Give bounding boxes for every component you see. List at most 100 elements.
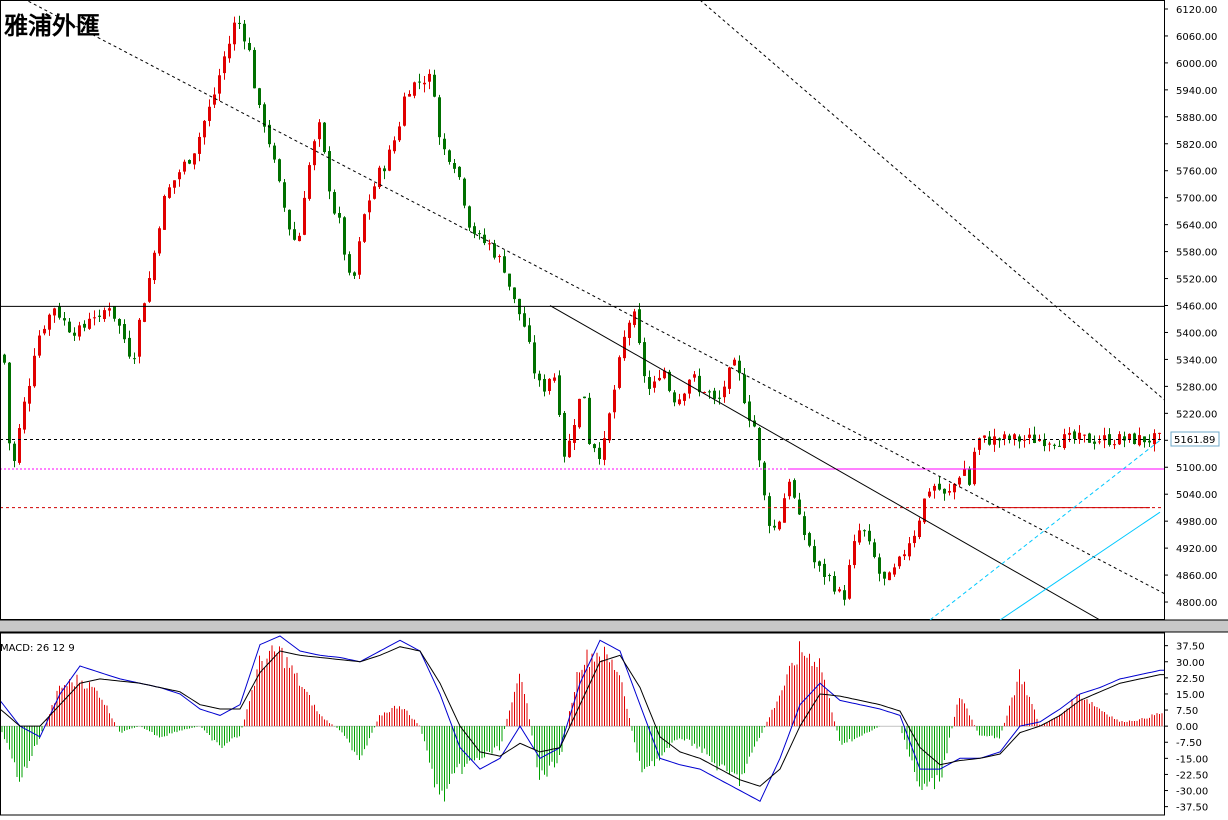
candle-body (33, 355, 36, 387)
candle-body (858, 530, 861, 543)
candle-body (963, 468, 966, 476)
macd-tick-label: 7.50 (1176, 706, 1198, 717)
candle-body (123, 324, 126, 340)
candle-body (793, 480, 796, 498)
candle-body (38, 335, 41, 356)
price-tick-label: 4920.00 (1176, 544, 1217, 555)
price-tick-label: 5520.00 (1176, 275, 1217, 286)
candle-body (508, 273, 511, 287)
price-tick-label: 4980.00 (1176, 517, 1217, 528)
candle-body (828, 575, 831, 577)
candle-body (8, 362, 11, 444)
candle-body (898, 556, 901, 567)
current-price-label: 5161.89 (1174, 435, 1215, 446)
candle-body (1113, 444, 1116, 446)
candle-body (548, 378, 551, 391)
price-tick-label: 4800.00 (1176, 598, 1217, 609)
candle-body (468, 206, 471, 228)
candle-body (233, 22, 236, 45)
candle-body (768, 496, 771, 526)
candle-body (458, 166, 461, 178)
candle-body (843, 590, 846, 600)
candle-body (738, 360, 741, 374)
candle-body (968, 468, 971, 485)
panel-separator (0, 620, 1228, 632)
candle-body (1123, 436, 1126, 441)
candle-body (353, 272, 356, 276)
price-tick-label: 6120.00 (1176, 5, 1217, 16)
candle-body (608, 413, 611, 441)
candle-body (628, 322, 631, 338)
candle-body (983, 435, 986, 438)
candle-body (598, 447, 601, 459)
candle-body (683, 393, 686, 401)
candle-body (958, 477, 961, 485)
candle-body (48, 314, 51, 330)
candle-body (13, 443, 16, 461)
candle-body (1143, 436, 1146, 443)
candle-body (28, 385, 31, 404)
candle-body (848, 565, 851, 599)
candle-body (183, 161, 186, 172)
candle-body (323, 122, 326, 153)
macd-signal-line (1, 646, 1164, 787)
candle-body (853, 541, 856, 566)
candle-body (1043, 439, 1046, 447)
candle-body (708, 391, 711, 393)
candle-body (888, 572, 891, 581)
candle-body (703, 392, 706, 394)
candle-body (528, 325, 531, 342)
price-tick-label: 5340.00 (1176, 355, 1217, 366)
candle-body (478, 233, 481, 235)
candle-body (403, 96, 406, 126)
candle-body (1153, 433, 1156, 445)
candle-body (398, 126, 401, 141)
candle-body (678, 399, 681, 405)
candle-body (1018, 436, 1021, 442)
candle-body (113, 306, 116, 319)
candle-body (3, 354, 6, 363)
candle-body (763, 462, 766, 496)
candle-body (438, 97, 441, 138)
candle-body (693, 374, 696, 378)
candle-body (953, 483, 956, 493)
candle-body (358, 241, 361, 275)
candle-body (1068, 432, 1071, 435)
candle-body (823, 563, 826, 577)
candle-body (1158, 432, 1161, 434)
candle-body (243, 23, 246, 42)
candle-body (1048, 443, 1051, 445)
candle-body (923, 498, 926, 523)
candle-body (773, 525, 776, 528)
candle-body (1078, 432, 1081, 440)
candle-body (668, 371, 671, 391)
candle-body (578, 398, 581, 428)
candle-body (913, 535, 916, 544)
candle-body (523, 313, 526, 327)
candle-body (808, 533, 811, 546)
trend-line-2 (549, 305, 1101, 620)
candle-body (363, 214, 366, 242)
candle-body (248, 42, 251, 51)
macd-tick-label: 15.00 (1176, 690, 1205, 701)
candle-body (293, 229, 296, 240)
candle-body (328, 151, 331, 192)
candle-body (503, 256, 506, 273)
macd-title: MACD: 26 12 9 (0, 643, 75, 654)
candle-body (213, 94, 216, 105)
price-tick-label: 5400.00 (1176, 328, 1217, 339)
candle-body (378, 167, 381, 188)
candle-body (648, 377, 651, 389)
candle-body (198, 136, 201, 154)
price-tick-label: 4860.00 (1176, 571, 1217, 582)
candle-body (118, 319, 121, 326)
candle-body (488, 243, 491, 245)
candle-body (138, 319, 141, 357)
candle-body (728, 367, 731, 389)
price-axis: 6120.00 6060.00 6000.00 5940.00 5880.00 5820.… (1164, 5, 1217, 609)
candle-body (1033, 434, 1036, 444)
candle-body (893, 567, 896, 575)
candle-body (1053, 444, 1056, 446)
candle-body (673, 392, 676, 403)
